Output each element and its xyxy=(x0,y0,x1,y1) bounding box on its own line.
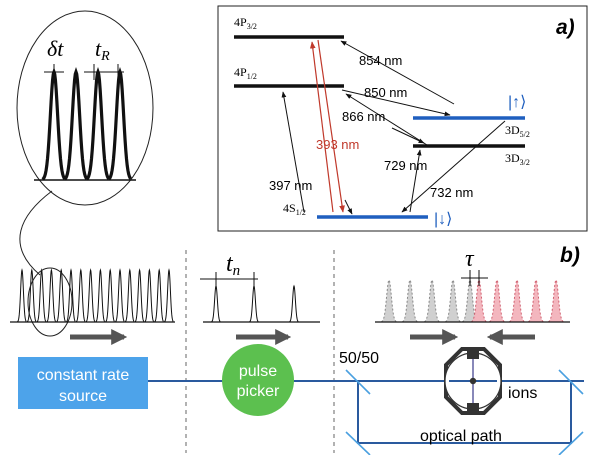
label-4p12: 4P1/2 xyxy=(234,65,257,81)
ions-label: ions xyxy=(508,385,537,402)
label-3d52: 3D5/2 xyxy=(505,123,530,139)
pulse-train-split xyxy=(381,279,564,323)
zoom-pulse xyxy=(107,66,133,181)
panel-a: a) 4P3/2 4P1/2 4S1/2 3D5/2 3D3/2 |↑⟩ |↓⟩… xyxy=(217,5,588,232)
source-pulse xyxy=(56,268,66,323)
source-pulse xyxy=(144,268,155,323)
arrow-397-short xyxy=(344,199,353,215)
source-pulse xyxy=(105,268,115,323)
arrow-732 xyxy=(401,120,506,213)
optical-path-label: optical path xyxy=(420,428,502,445)
source-pulse xyxy=(46,268,57,323)
arrow-393-down xyxy=(317,39,345,213)
source-pulse xyxy=(66,268,76,323)
panel-a-label: a) xyxy=(556,16,575,39)
label-4p32: 4P3/2 xyxy=(234,15,257,31)
label-732: 732 nm xyxy=(430,185,473,200)
tau-label: τ xyxy=(465,246,475,272)
source-pulse xyxy=(115,268,125,323)
mirror-bottom-right xyxy=(558,431,584,455)
picker-label-1: pulse xyxy=(239,363,277,380)
source-pulse xyxy=(164,268,174,323)
source-pulse xyxy=(154,268,164,323)
tau-marker xyxy=(461,270,488,286)
ket-down: |↓⟩ xyxy=(434,211,452,228)
forward-pulse xyxy=(445,279,461,323)
panel-b-label: b) xyxy=(560,244,580,267)
forward-pulse xyxy=(462,279,478,323)
source-pulse xyxy=(85,268,96,323)
source-label-1: constant rate xyxy=(37,367,130,384)
pulse-train-source xyxy=(17,268,174,323)
zoom-pulse xyxy=(85,66,111,181)
picked-pulse xyxy=(289,284,299,323)
arrow-850 xyxy=(341,89,451,117)
forward-pulse xyxy=(402,279,418,323)
zoom-connector xyxy=(19,190,53,276)
arrow-854 xyxy=(340,40,455,105)
mirror-top-right xyxy=(558,369,584,395)
source-pulse xyxy=(134,268,145,323)
panel-b: b) δt tR tn xyxy=(10,10,584,455)
splitter-label: 50/50 xyxy=(339,350,379,367)
arrow-866b xyxy=(391,127,425,144)
source-pulse xyxy=(95,268,106,323)
ket-up: |↑⟩ xyxy=(508,94,526,111)
forward-pulse xyxy=(381,279,397,323)
picker-label-2: picker xyxy=(237,383,280,400)
pulse-picker xyxy=(222,344,294,416)
forward-pulse xyxy=(424,279,440,323)
label-393: 393 nm xyxy=(316,137,359,152)
zoom-pulse xyxy=(63,66,89,181)
arrow-393-up xyxy=(309,41,334,213)
picked-pulse xyxy=(211,284,221,323)
backward-pulse xyxy=(528,279,544,323)
source-pulse xyxy=(124,268,135,323)
picked-pulse xyxy=(249,284,259,323)
backward-pulse xyxy=(471,279,487,323)
mirror-bottom-left xyxy=(345,431,371,455)
t-r-label: tR xyxy=(95,36,110,64)
source-box xyxy=(18,357,148,409)
source-pulse xyxy=(26,268,37,323)
arrow-397 xyxy=(281,91,305,213)
label-850: 850 nm xyxy=(364,85,407,100)
pulse-train-picked xyxy=(211,284,299,323)
source-pulse xyxy=(36,268,47,323)
label-397: 397 nm xyxy=(269,178,312,193)
panel-a-frame xyxy=(217,5,588,232)
arrow-866 xyxy=(345,93,428,146)
backward-pulse xyxy=(489,279,505,323)
splitter-mirror xyxy=(345,369,371,395)
train-highlight xyxy=(27,267,73,337)
label-854: 854 nm xyxy=(359,53,402,68)
arrow-729 xyxy=(409,149,422,213)
source-pulse xyxy=(75,268,86,323)
zoom-ticks xyxy=(44,64,124,80)
source-label-2: source xyxy=(59,388,107,405)
t-n-label: tn xyxy=(226,251,240,279)
delta-t-label: δt xyxy=(47,36,64,61)
source-pulse xyxy=(17,268,27,323)
label-866: 866 nm xyxy=(342,109,385,124)
label-729: 729 nm xyxy=(384,158,427,173)
label-4s12: 4S1/2 xyxy=(283,201,306,217)
zoom-bubble xyxy=(16,10,154,206)
ion-trap-icon xyxy=(444,347,502,415)
tn-marker xyxy=(200,272,258,286)
backward-pulse xyxy=(509,279,525,323)
label-3d32: 3D3/2 xyxy=(505,151,530,167)
backward-pulse xyxy=(548,279,564,323)
